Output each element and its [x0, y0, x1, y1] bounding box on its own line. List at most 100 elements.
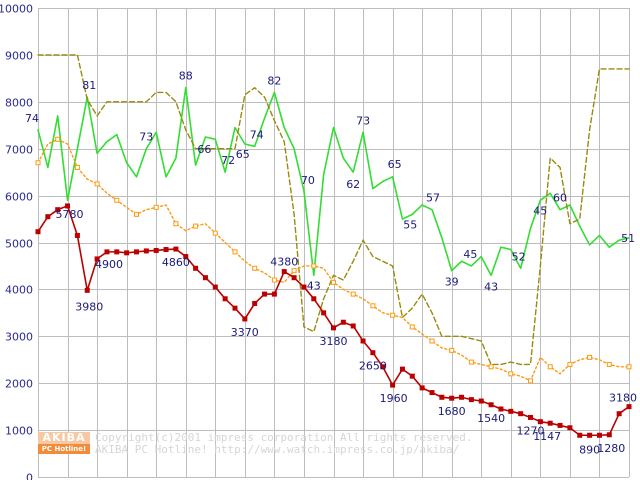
- series-marker-orange-dotted-line: [508, 371, 514, 377]
- data-point-label: 73: [139, 131, 153, 144]
- x-tick-label: 11/18: [23, 478, 55, 480]
- series-marker-darkred-lower-line: [439, 394, 445, 400]
- series-marker-orange-dotted-line: [409, 324, 415, 330]
- data-point-label: 74: [250, 128, 264, 141]
- series-marker-orange-dotted-line: [94, 181, 100, 187]
- y-tick-label: 6000: [5, 191, 33, 204]
- series-marker-orange-dotted-line: [212, 230, 218, 236]
- data-point-label: 45: [463, 248, 477, 261]
- data-point-label: 51: [621, 232, 635, 245]
- series-marker-darkred-lower-line: [537, 419, 543, 425]
- series-marker-orange-dotted-line: [173, 221, 179, 227]
- series-marker-darkred-lower-line: [547, 420, 553, 426]
- x-tick-label: 4/21: [233, 478, 258, 480]
- series-marker-orange-dotted-line: [468, 359, 474, 365]
- series-marker-darkred-lower-line: [262, 291, 268, 297]
- series-marker-darkred-lower-line: [84, 287, 90, 293]
- data-point-label: 55: [403, 218, 417, 231]
- data-point-label: 5780: [56, 208, 84, 221]
- series-marker-darkred-lower-line: [321, 310, 327, 316]
- series-marker-darkred-lower-line: [340, 319, 346, 325]
- series-marker-darkred-lower-line: [429, 390, 435, 396]
- data-point-label: 62: [346, 178, 360, 191]
- series-marker-orange-dotted-line: [134, 211, 139, 217]
- series-marker-darkred-lower-line: [143, 248, 149, 254]
- y-tick-label: 5000: [5, 238, 33, 251]
- series-marker-darkred-lower-line: [45, 214, 51, 220]
- data-point-label: 1540: [477, 412, 505, 425]
- series-marker-darkred-lower-line: [488, 402, 494, 408]
- series-marker-darkred-lower-line: [380, 364, 386, 370]
- series-marker-darkred-lower-line: [459, 394, 465, 400]
- series-marker-orange-dotted-line: [429, 338, 435, 344]
- x-tick-label: 9/1: [414, 478, 432, 480]
- series-marker-darkred-lower-line: [409, 373, 415, 379]
- series-marker-darkred-lower-line: [350, 323, 356, 329]
- series-marker-darkred-lower-line: [626, 404, 632, 410]
- series-marker-darkred-lower-line: [557, 422, 563, 428]
- series-marker-darkred-lower-line: [518, 411, 524, 417]
- data-point-label: 3980: [75, 300, 103, 313]
- series-marker-darkred-lower-line: [114, 249, 120, 255]
- x-tick-label: 10/13: [466, 478, 498, 480]
- series-marker-darkred-lower-line: [301, 284, 307, 290]
- data-point-label: 65: [236, 148, 250, 161]
- series-marker-orange-dotted-line: [626, 364, 632, 370]
- series-marker-darkred-lower-line: [478, 398, 484, 404]
- data-point-label: 1680: [438, 405, 466, 418]
- series-marker-orange-dotted-line: [153, 204, 159, 210]
- data-point-label: 4380: [270, 256, 298, 269]
- x-tick-label: 3/10: [174, 478, 199, 480]
- series-marker-darkred-lower-line: [468, 397, 474, 403]
- series-marker-darkred-lower-line: [331, 325, 336, 331]
- x-tick-label: 1/27: [115, 478, 140, 480]
- series-marker-darkred-lower-line: [399, 366, 405, 372]
- series-marker-orange-dotted-line: [606, 361, 612, 367]
- series-marker-darkred-lower-line: [370, 350, 376, 356]
- series-marker-orange-dotted-line: [291, 268, 297, 274]
- series-marker-orange-dotted-line: [331, 279, 336, 285]
- series-marker-darkred-lower-line: [173, 246, 179, 252]
- data-point-label: 1270: [517, 424, 545, 437]
- series-marker-orange-dotted-line: [390, 312, 396, 318]
- data-point-label: 65: [388, 158, 402, 171]
- data-point-label: 88: [179, 70, 193, 83]
- series-marker-darkred-lower-line: [74, 232, 80, 238]
- data-point-label: 39: [445, 276, 459, 289]
- series-marker-darkred-lower-line: [577, 432, 583, 438]
- series-marker-darkred-lower-line: [390, 382, 396, 388]
- x-tick-label: 3/31: [203, 478, 228, 480]
- data-point-label: 57: [426, 192, 440, 205]
- series-marker-darkred-lower-line: [55, 207, 61, 213]
- data-point-label: 81: [82, 79, 96, 92]
- data-point-label: 66: [197, 143, 211, 156]
- series-marker-darkred-lower-line: [193, 265, 199, 271]
- series-marker-darkred-lower-line: [35, 229, 41, 235]
- data-point-label: 74: [25, 112, 39, 125]
- data-point-label: 2650: [359, 360, 387, 373]
- x-tick-label: 11/23: [525, 478, 557, 480]
- series-marker-orange-dotted-line: [193, 223, 199, 229]
- series-marker-darkred-lower-line: [508, 408, 514, 414]
- series-marker-darkred-lower-line: [281, 269, 287, 275]
- x-tick-label: 7/14: [351, 478, 376, 480]
- x-tick-label: 1/6: [89, 478, 107, 480]
- series-marker-orange-dotted-line: [567, 361, 573, 367]
- series-marker-darkred-lower-line: [449, 395, 455, 401]
- series-marker-orange-dotted-line: [547, 364, 553, 370]
- series-marker-darkred-lower-line: [419, 385, 425, 391]
- series-marker-orange-dotted-line: [55, 136, 61, 142]
- y-tick-label: 1000: [5, 425, 33, 438]
- x-tick-label: 11/3: [499, 478, 524, 480]
- series-marker-darkred-lower-line: [212, 284, 218, 290]
- data-point-label: 43: [307, 279, 321, 292]
- y-tick-label: 0: [26, 472, 33, 480]
- series-marker-orange-dotted-line: [370, 303, 376, 309]
- y-tick-label: 8000: [5, 97, 33, 110]
- series-marker-darkred-lower-line: [202, 275, 208, 281]
- chart-series-layer: [35, 54, 632, 438]
- data-point-label: 73: [356, 114, 370, 127]
- data-point-label: 60: [553, 192, 567, 205]
